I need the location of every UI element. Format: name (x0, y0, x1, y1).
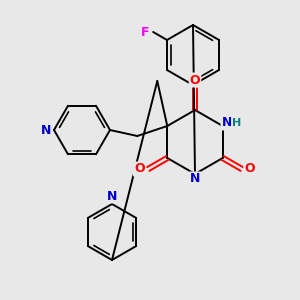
Text: O: O (134, 163, 145, 176)
Text: O: O (244, 163, 255, 176)
Text: H: H (232, 118, 241, 128)
Text: N: N (190, 172, 200, 185)
Text: N: N (221, 116, 232, 130)
Text: N: N (41, 124, 51, 136)
Text: N: N (107, 190, 117, 202)
Text: F: F (141, 26, 149, 38)
Text: O: O (190, 74, 200, 86)
